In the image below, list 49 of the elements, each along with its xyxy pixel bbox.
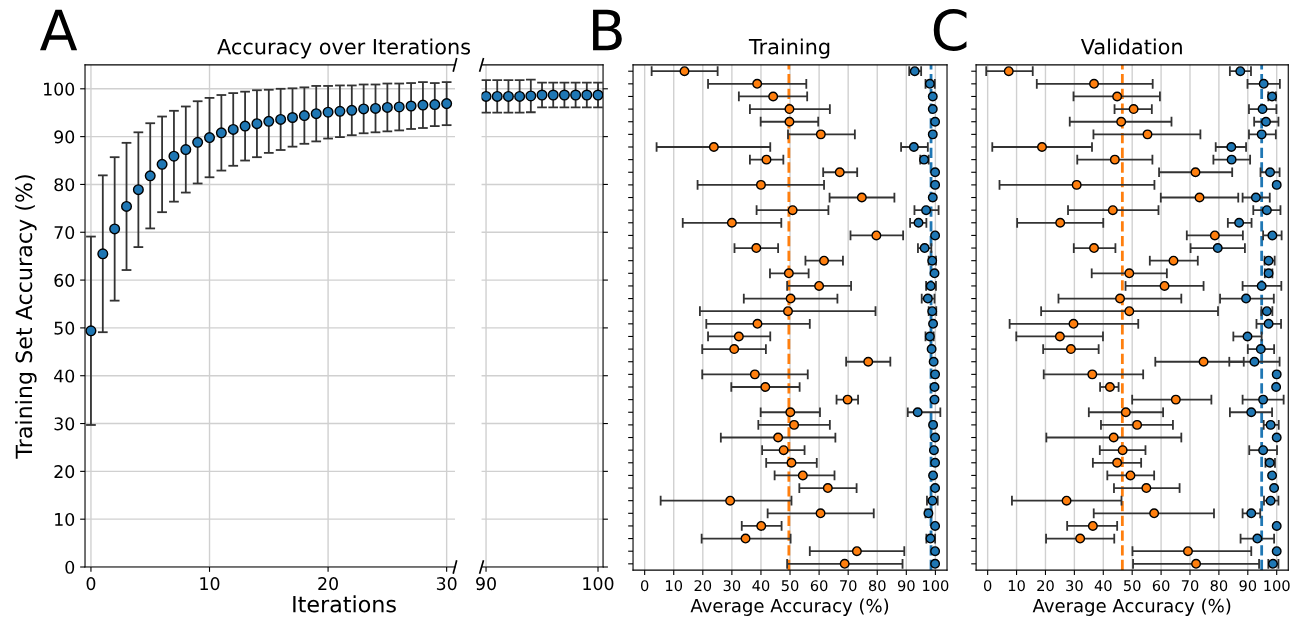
x-tick-label: 50 bbox=[781, 580, 799, 592]
y-axis-title: Training Set Accuracy (%) bbox=[15, 175, 37, 459]
x-tick-label: 70 bbox=[1181, 580, 1199, 592]
x-tick-label: 40 bbox=[752, 580, 770, 592]
y-tick-label: 90 bbox=[54, 130, 75, 144]
x-tick-label: 100 bbox=[923, 580, 949, 592]
y-tick-label: 40 bbox=[54, 369, 75, 383]
y-tick-label: 50 bbox=[54, 321, 75, 335]
x-tick-label: 30 bbox=[1066, 580, 1083, 592]
x-tick-label: 100 bbox=[583, 577, 614, 591]
y-tick-label: 70 bbox=[54, 225, 75, 240]
y-tick-label: 10 bbox=[55, 512, 75, 527]
x-tick-label: 10 bbox=[1008, 580, 1025, 592]
x-tick-label: 90 bbox=[897, 580, 915, 592]
y-tick-label: 80 bbox=[54, 178, 75, 192]
y-tick-label: 0 bbox=[65, 560, 75, 574]
x-tick-label: 60 bbox=[810, 580, 828, 592]
y-tick-label: 60 bbox=[54, 273, 75, 287]
x-tick-label: 100 bbox=[1264, 580, 1290, 592]
chart-title: Training bbox=[748, 38, 830, 59]
y-tick-label: 30 bbox=[54, 417, 75, 431]
x-tick-label: 60 bbox=[1152, 580, 1170, 592]
x-tick-label: 30 bbox=[436, 577, 457, 591]
x-tick-label: 20 bbox=[318, 577, 338, 591]
x-tick-label: 70 bbox=[840, 580, 857, 592]
x-tick-label: 20 bbox=[1037, 580, 1054, 592]
x-axis-title: Iterations bbox=[293, 595, 396, 613]
text: B bbox=[593, 9, 622, 51]
x-tick-label: 10 bbox=[666, 580, 683, 592]
y-tick-label: 100 bbox=[44, 82, 75, 96]
chart-title: Accuracy over Iterations bbox=[217, 38, 471, 59]
text: A bbox=[40, 9, 78, 51]
x-tick-label: 20 bbox=[694, 580, 712, 592]
x-tick-label: 90 bbox=[1239, 580, 1257, 592]
x-tick-label: 0 bbox=[640, 580, 649, 592]
x-tick-label: 0 bbox=[983, 580, 992, 592]
chart-title: Validation bbox=[1080, 38, 1182, 55]
y-tick-label: 20 bbox=[54, 465, 75, 479]
x-tick-label: 90 bbox=[476, 577, 496, 591]
x-tick-label: 80 bbox=[868, 580, 886, 592]
x-tick-label: 10 bbox=[200, 577, 220, 591]
x-axis-title: Average Accuracy (%) bbox=[690, 598, 889, 616]
x-tick-label: 50 bbox=[1124, 580, 1141, 592]
x-tick-label: 40 bbox=[1094, 580, 1112, 592]
text: C bbox=[933, 8, 967, 51]
x-tick-label: 0 bbox=[86, 577, 96, 591]
x-tick-label: 30 bbox=[723, 580, 741, 592]
x-tick-label: 80 bbox=[1210, 580, 1228, 592]
x-axis-title: Average Accuracy (%) bbox=[1032, 598, 1231, 616]
